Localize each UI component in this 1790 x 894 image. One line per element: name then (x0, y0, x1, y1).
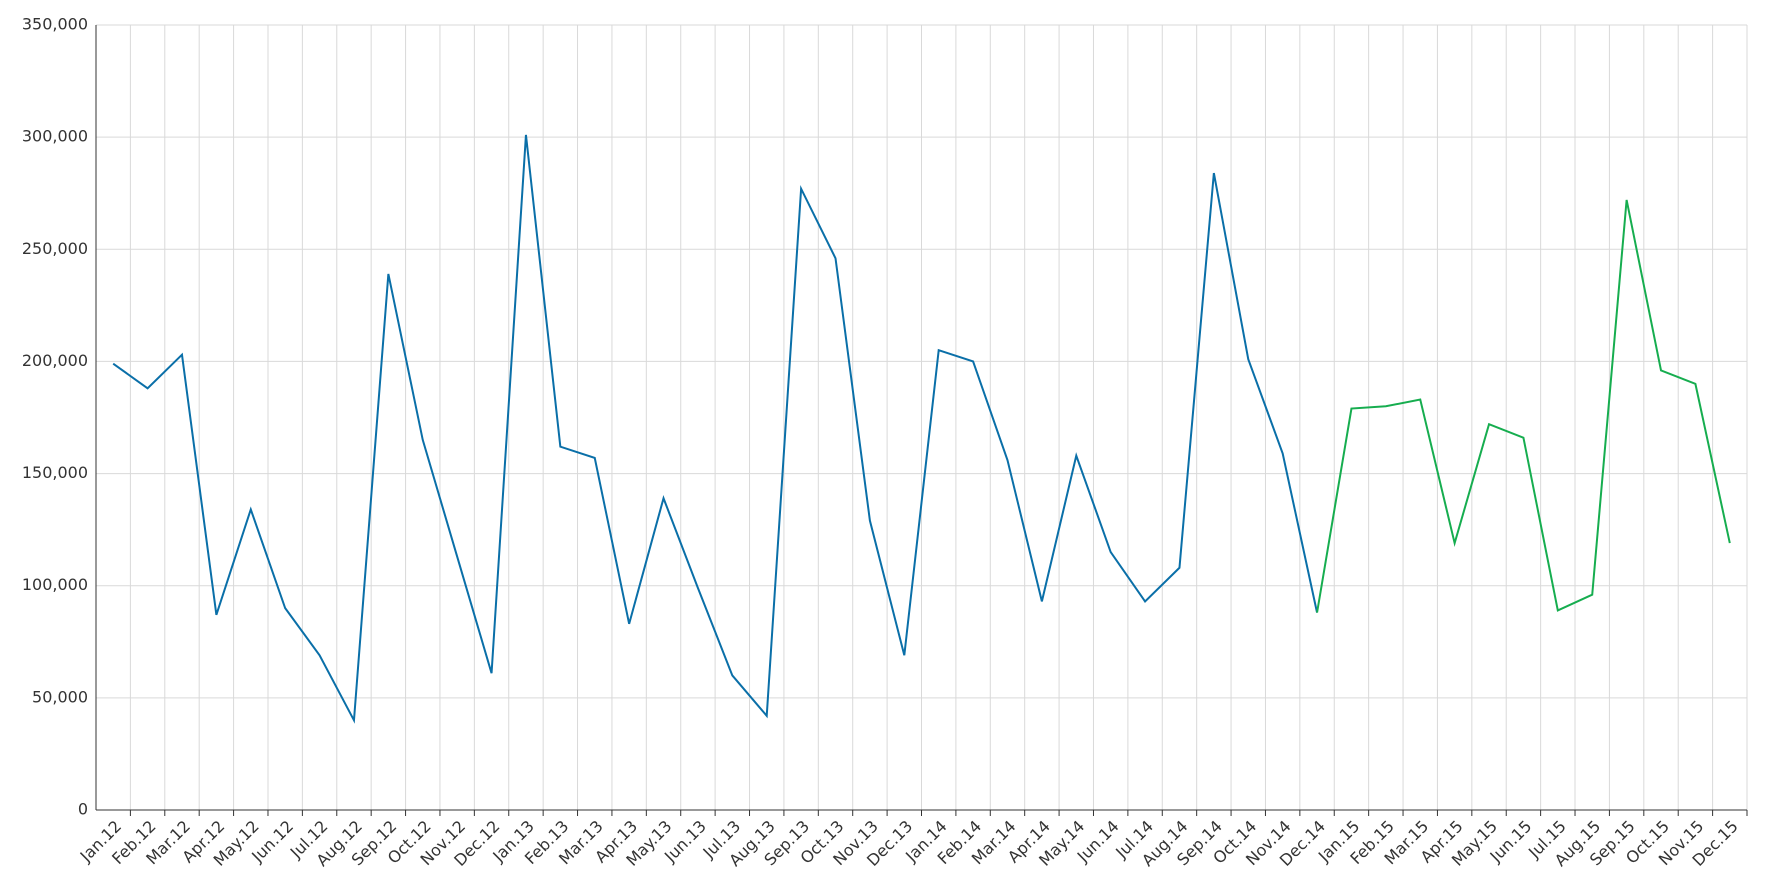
y-tick-label: 150,000 (22, 463, 88, 482)
y-tick-label: 0 (78, 800, 88, 819)
line-series (1316, 199, 1731, 613)
y-tick-label: 50,000 (32, 687, 88, 706)
y-tick-label: 250,000 (22, 239, 88, 258)
y-tick-label: 200,000 (22, 351, 88, 370)
y-tick-label: 300,000 (22, 127, 88, 146)
y-tick-label: 350,000 (22, 15, 88, 34)
y-tick-label: 100,000 (22, 575, 88, 594)
line-series (112, 134, 1319, 724)
